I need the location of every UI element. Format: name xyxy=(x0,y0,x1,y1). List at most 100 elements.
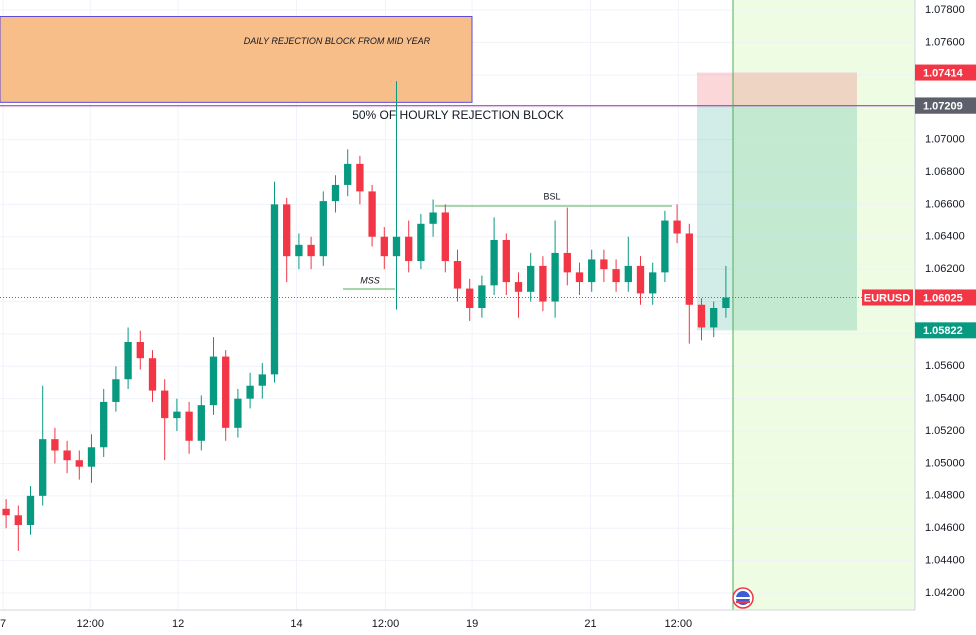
price-tag-label: 1.05822 xyxy=(923,325,963,337)
candle-body xyxy=(514,282,523,292)
candle-body xyxy=(283,204,291,257)
candle-body xyxy=(185,411,193,441)
y-tick-label: 1.05200 xyxy=(925,425,965,437)
y-tick-label: 1.05600 xyxy=(925,360,965,372)
candle-body xyxy=(2,508,10,516)
y-tick-label: 1.04600 xyxy=(925,522,965,534)
price-tag xyxy=(915,64,976,81)
y-tick-label: 1.07600 xyxy=(925,36,965,48)
candle-body xyxy=(246,385,254,399)
candle-body xyxy=(209,356,218,406)
candle-body xyxy=(429,212,437,224)
candle-body xyxy=(697,304,706,328)
grid xyxy=(0,0,915,610)
candle-body xyxy=(563,252,571,273)
candle-body xyxy=(466,288,474,308)
y-tick-label: 1.06200 xyxy=(925,263,965,275)
flag-stripe xyxy=(736,597,750,599)
x-tick-label: 12:00 xyxy=(665,618,693,630)
candle-body xyxy=(148,358,157,391)
x-tick-label: 7 xyxy=(0,618,6,630)
candle-body xyxy=(295,244,303,257)
axis-labels: 1.078001.076001.074001.072001.070001.068… xyxy=(0,4,976,630)
candle-body xyxy=(624,265,632,283)
candle-body xyxy=(356,163,364,192)
y-tick-label: 1.05000 xyxy=(925,457,965,469)
candle-body xyxy=(649,272,657,294)
bsl-label: BSL xyxy=(543,191,560,201)
price-tag-label: 1.07414 xyxy=(923,67,964,79)
candle-body xyxy=(685,233,693,305)
y-tick-label: 1.06400 xyxy=(925,231,965,243)
candle-body xyxy=(368,191,376,237)
candle-body xyxy=(136,342,144,359)
x-tick-label: 19 xyxy=(466,618,478,630)
candle-body xyxy=(405,236,413,262)
x-tick-label: 12 xyxy=(172,618,184,630)
price-tag xyxy=(915,97,976,114)
candle-body xyxy=(551,252,559,302)
y-tick-label: 1.06600 xyxy=(925,198,965,210)
candle-body xyxy=(417,223,425,262)
candle-body xyxy=(453,261,462,289)
candles xyxy=(2,81,730,551)
y-tick-label: 1.04400 xyxy=(925,555,965,567)
candle-body xyxy=(441,212,449,262)
price-tag-label: 1.06025 xyxy=(923,292,963,304)
candle-body xyxy=(270,204,279,375)
candle-body xyxy=(490,239,498,286)
symbol-tag xyxy=(862,289,913,306)
candle-body xyxy=(100,401,108,448)
x-tick-label: 14 xyxy=(290,618,302,630)
candle-body xyxy=(112,379,120,402)
candle-body xyxy=(575,272,584,283)
flag-stripe xyxy=(736,601,750,603)
symbol-label: EURUSD xyxy=(864,292,911,304)
price-tag xyxy=(915,322,976,339)
hourly-label: 50% OF HOURLY REJECTION BLOCK xyxy=(352,108,564,122)
price-tag-label: 1.07209 xyxy=(923,101,963,113)
candle-body xyxy=(319,201,327,257)
candle-body xyxy=(331,184,340,202)
block-label: DAILY REJECTION BLOCK FROM MID YEAR xyxy=(244,36,431,46)
candle-body xyxy=(673,220,681,234)
candle-body xyxy=(710,307,718,328)
overlays xyxy=(0,105,915,298)
x-tick-label: 12:00 xyxy=(372,618,400,630)
candle-body xyxy=(539,265,547,302)
candle-body xyxy=(63,450,71,461)
candle-body xyxy=(344,163,352,185)
candle-body xyxy=(722,297,730,308)
flag-icon[interactable] xyxy=(732,587,754,609)
price-tag xyxy=(915,289,976,306)
candle-body xyxy=(527,265,535,292)
candle-body xyxy=(612,269,620,283)
candle-body xyxy=(392,236,401,257)
y-tick-label: 1.07800 xyxy=(925,4,965,16)
y-tick-label: 1.04200 xyxy=(925,587,965,599)
candle-body xyxy=(14,515,22,525)
candle-body xyxy=(661,220,669,273)
annotations: DAILY REJECTION BLOCK FROM MID YEAR 50% O… xyxy=(0,16,857,331)
mss-label: MSS xyxy=(360,275,380,285)
price-axis xyxy=(915,0,976,635)
candle-body xyxy=(124,342,132,380)
candle-body xyxy=(588,259,596,283)
x-tick-label: 21 xyxy=(584,618,596,630)
candle-body xyxy=(307,244,315,257)
y-tick-label: 1.07000 xyxy=(925,133,965,145)
candle-body xyxy=(222,356,230,428)
candle-body xyxy=(173,411,181,419)
candle-body xyxy=(51,439,59,451)
y-tick-label: 1.04800 xyxy=(925,490,965,502)
target-zone xyxy=(697,105,857,331)
candle-body xyxy=(26,495,35,525)
y-tick-label: 1.05400 xyxy=(925,393,965,405)
candle-body xyxy=(502,239,510,283)
candle-body xyxy=(478,285,486,308)
stop-zone xyxy=(697,72,857,106)
candle-body xyxy=(636,265,645,294)
candle-body xyxy=(380,236,388,257)
candle-body xyxy=(161,390,169,419)
